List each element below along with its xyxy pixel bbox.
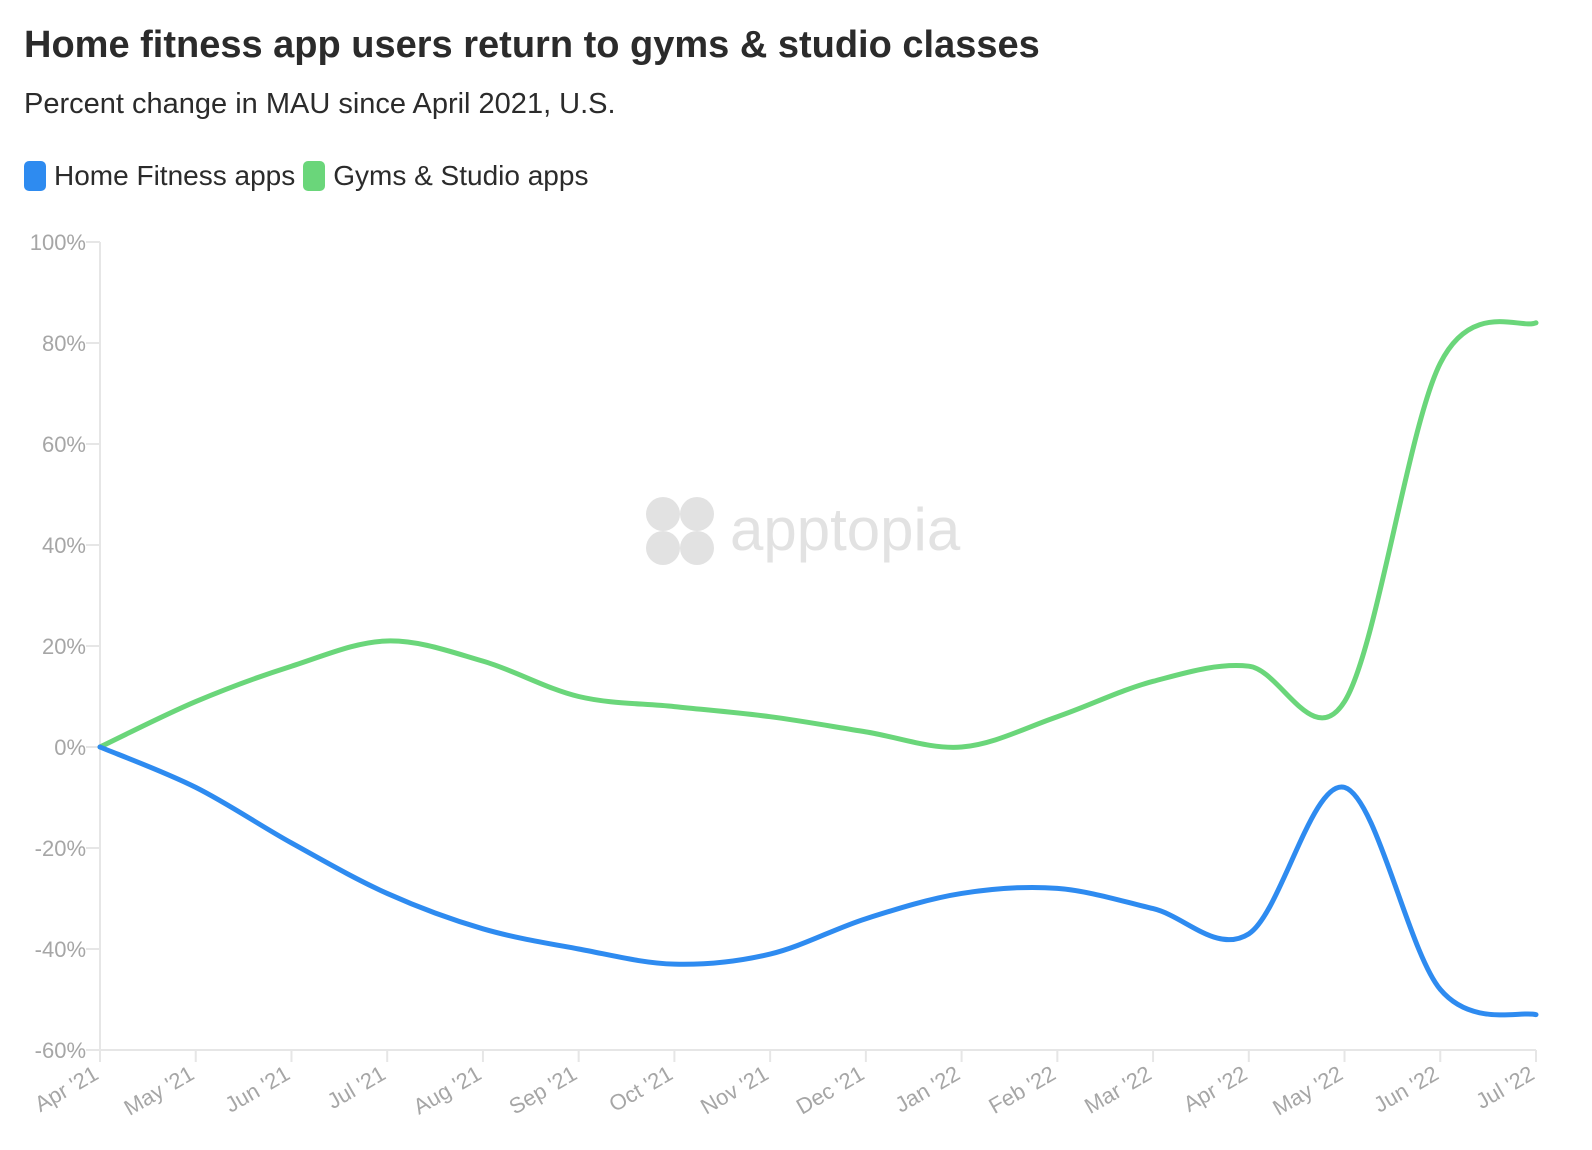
x-tick-label: Jan '22 (891, 1061, 964, 1118)
y-tick-label: 20% (42, 634, 86, 659)
y-tick-label: 60% (42, 432, 86, 457)
x-tick-label: Jun '22 (1369, 1061, 1442, 1118)
axes: 100% 80% 60% 40% 20% 0% -20% -40% -60%Apr '21 May… (30, 230, 1539, 1121)
x-tick-label: Jul '21 (323, 1061, 390, 1114)
watermark-text: apptopia (730, 496, 961, 563)
x-tick-label: Oct '21 (605, 1061, 677, 1117)
legend-swatch-gyms-studio (303, 161, 326, 191)
watermark: apptopia (646, 496, 961, 565)
y-tick-label: 80% (42, 331, 86, 356)
legend-item-gyms-studio[interactable]: Gyms & Studio apps (303, 160, 588, 192)
x-tick-label: Jun '21 (221, 1061, 294, 1118)
y-tick-label: -20% (35, 836, 86, 861)
x-tick-label: Dec '21 (792, 1061, 869, 1120)
legend-label-gyms-studio: Gyms & Studio apps (333, 160, 589, 191)
x-tick-label: Jul '22 (1472, 1061, 1539, 1114)
y-tick-label: 0% (54, 735, 86, 760)
x-tick-label: Feb '22 (984, 1061, 1059, 1119)
legend-label-home-fitness: Home Fitness apps (54, 160, 296, 191)
chart-subtitle: Percent change in MAU since April 2021, … (24, 88, 616, 120)
series-line-home-fitness[interactable] (97, 744, 1539, 1018)
y-tick-label: -60% (35, 1038, 86, 1063)
x-tick-label: May '21 (120, 1061, 199, 1121)
x-tick-label: Mar '22 (1080, 1061, 1155, 1119)
x-tick-label: Sep '21 (505, 1061, 582, 1120)
y-tick-label: -40% (35, 937, 86, 962)
x-tick-label: Aug '21 (409, 1061, 486, 1120)
y-tick-label: 100% (30, 230, 86, 255)
apptopia-logo-icon (646, 497, 714, 565)
x-tick-label: Apr '21 (30, 1061, 102, 1117)
chart-title: Home fitness app users return to gyms & … (24, 24, 1040, 66)
x-tick-label: Nov '21 (696, 1061, 773, 1120)
legend-swatch-home-fitness (24, 161, 46, 191)
legend: Home Fitness apps Gyms & Studio apps (24, 160, 596, 192)
series-lines (97, 319, 1539, 1018)
legend-item-home-fitness[interactable]: Home Fitness apps (24, 160, 295, 192)
x-tick-label: May '22 (1268, 1061, 1347, 1121)
y-tick-label: 40% (42, 533, 86, 558)
x-tick-label: Apr '22 (1179, 1061, 1251, 1117)
